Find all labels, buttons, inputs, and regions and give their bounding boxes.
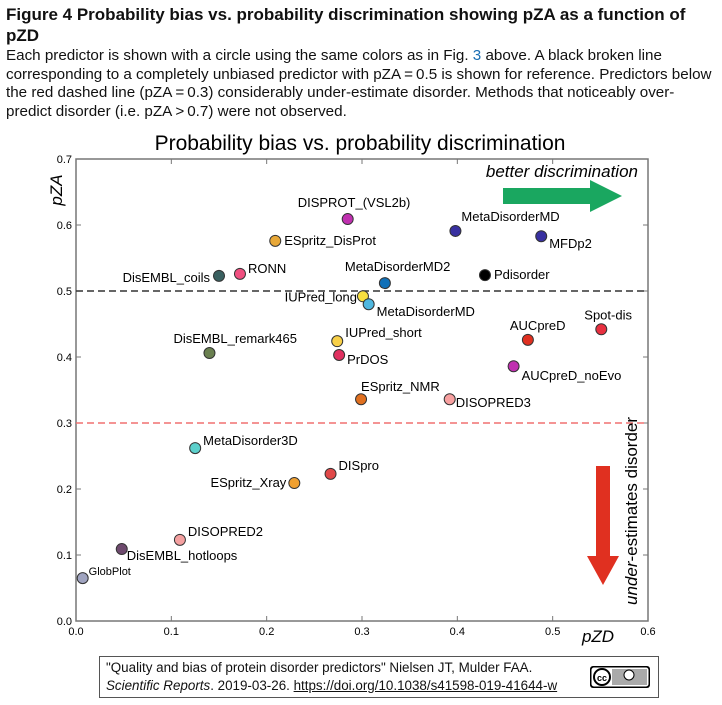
point-label: AUCpreD_noEvo [522,368,622,383]
data-point [331,335,344,348]
point-label: DisEMBL_coils [123,270,211,285]
point-label: IUPred_short [345,325,422,340]
point-label: MetaDisorder3D [203,433,298,448]
data-point [76,572,89,585]
data-point [362,298,375,311]
data-point [269,234,282,247]
point-label: DISPROT_(VSL2b) [298,195,411,210]
x-tick-label: 0.6 [640,626,655,638]
data-point [595,323,608,336]
citation-line1: "Quality and bias of protein disorder pr… [106,660,533,675]
point-label: AUCpreD [510,318,566,333]
x-axis-label: pZD [581,627,614,646]
y-tick-label: 0.0 [57,616,72,628]
data-point [203,347,216,360]
figure-title: Figure 4 Probability bias vs. probabilit… [6,5,686,45]
data-point [324,467,337,480]
y-tick-label: 0.2 [57,484,72,496]
x-tick-label: 0.1 [164,626,179,638]
point-label: RONN [248,261,286,276]
point-label: ESpritz_Xray [210,475,286,490]
data-point [288,477,301,490]
point-label: IUPred_long [285,289,357,304]
point-label: MetaDisorderMD [461,209,559,224]
x-tick-label: 0.4 [450,626,465,638]
y-tick-label: 0.3 [57,418,72,430]
data-point [115,543,128,556]
y-tick-label: 0.1 [57,550,72,562]
data-point [478,269,491,282]
point-label: MFDp2 [549,236,592,251]
citation-date: . 2019-03-26. [210,678,294,693]
y-tick-label: 0.6 [57,220,72,232]
x-tick-label: 0.2 [259,626,274,638]
svg-text:cc: cc [597,673,607,683]
data-point [341,213,354,226]
cc-by-icon: cc [590,666,650,688]
point-label: DisEMBL_remark465 [173,331,297,346]
fig-3-link[interactable]: 3 [472,47,482,64]
doi-link[interactable]: https://doi.org/10.1038/s41598-019-41644… [293,678,558,693]
data-point [233,267,246,280]
journal-name: Scientific Reports [106,678,211,693]
under-word: under [622,560,641,605]
data-point [189,442,202,455]
data-point [355,393,368,406]
scatter-chart: Probability bias vs. probability discrim… [47,132,656,646]
point-label: ESpritz_DisProt [284,233,376,248]
x-tick-label: 0.0 [68,626,83,638]
point-label: PrDOS [347,352,389,367]
chart-title: Probability bias vs. probability discrim… [155,132,566,155]
point-label: DisEMBL_hotloops [127,548,238,563]
data-point [521,333,534,346]
data-point [173,533,186,546]
caption-text: Each predictor is shown with a circle us… [6,47,473,64]
point-label: Pdisorder [494,267,550,282]
point-label: Spot-dis [584,307,632,322]
point-label: MetaDisorderMD2 [345,259,450,274]
data-point [449,224,462,237]
y-tick-label: 0.7 [57,154,72,166]
right-arrow-icon [503,180,622,212]
x-tick-label: 0.5 [545,626,560,638]
y-tick-label: 0.5 [57,286,72,298]
y-axis-label: pZA [47,174,66,206]
y-tick-label: 0.4 [57,352,72,364]
caption-text: above. A black broken line corresponding… [6,47,712,120]
point-label: ESpritz_NMR [361,379,440,394]
data-point [333,349,346,362]
better-discrimination-label: better discrimination [486,162,638,181]
data-point [507,360,520,373]
point-label: DISpro [339,458,379,473]
point-label: GlobPlot [89,566,131,578]
citation-line2: Scientific Reports. 2019-03-26. https://… [106,677,652,695]
point-label: DISOPRED2 [188,524,263,539]
citation-box: "Quality and bias of protein disorder pr… [99,656,659,698]
data-point [213,269,225,282]
point-label: MetaDisorderMD [377,304,475,319]
data-point [535,230,548,243]
estimates-words: -estimates disorder [622,417,641,562]
x-tick-label: 0.3 [354,626,369,638]
point-label: DISOPRED3 [456,395,531,410]
down-arrow-icon [587,466,619,585]
under-estimates-label: under-estimates disorder [622,417,641,605]
figure-caption: Each predictor is shown with a circle us… [6,47,718,121]
data-point [443,393,456,406]
data-point [378,277,391,290]
